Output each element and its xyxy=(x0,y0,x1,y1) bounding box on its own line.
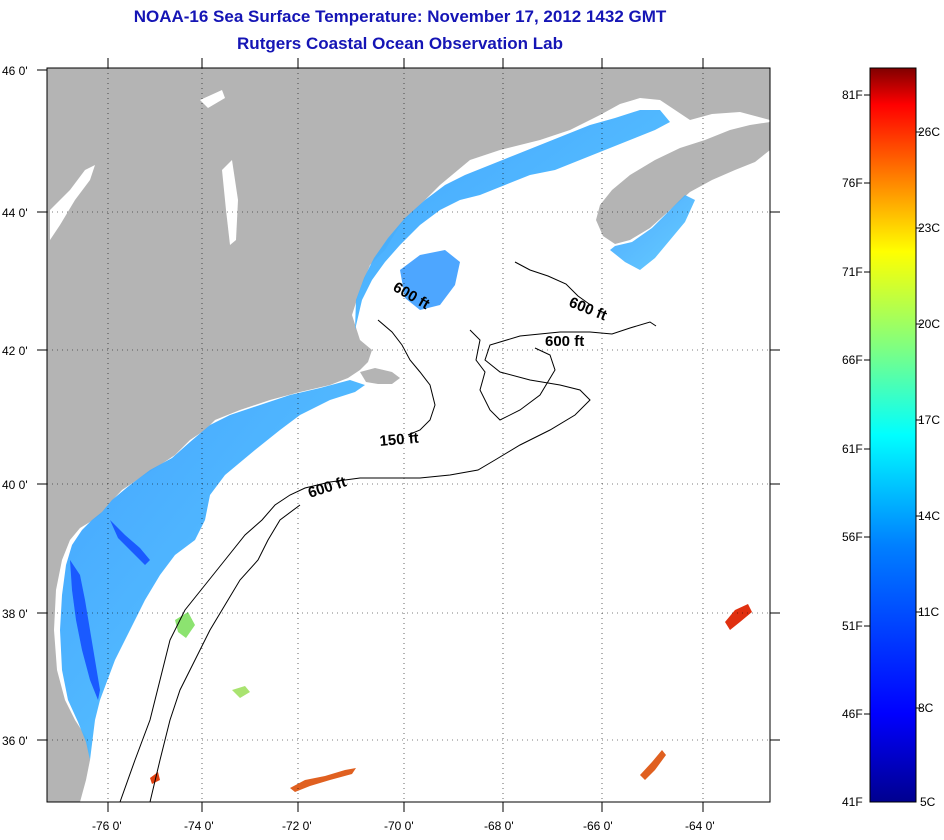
lon-label: -74 0' xyxy=(184,819,214,833)
colorbar-c-label: 20C xyxy=(918,317,940,331)
green-patch xyxy=(175,612,195,638)
map-subtitle: Rutgers Coastal Ocean Observation Lab xyxy=(237,34,563,53)
lake-1 xyxy=(200,90,225,108)
contour-label-600ft-georges: 600 ft xyxy=(545,333,584,350)
lat-label: 44 0' xyxy=(2,206,28,220)
warm-patch-southeast xyxy=(640,750,666,780)
chesapeake-bay xyxy=(70,560,100,700)
colorbar-f-label: 71F xyxy=(842,265,863,279)
lon-label: -66 0' xyxy=(583,819,613,833)
axis-ticks xyxy=(37,58,780,812)
warm-patch-sw xyxy=(150,772,160,784)
colorbar-f-label: 81F xyxy=(842,88,863,102)
sst-offshore-patch xyxy=(400,250,460,310)
map-area: 600 ft 600 ft 600 ft 150 ft 600 ft xyxy=(47,68,770,802)
colorbar-c-label: 26C xyxy=(918,125,940,139)
colorbar-f-label: 51F xyxy=(842,619,863,633)
colorbar: 81F 76F 71F 66F 61F 56F 51F 46F 41F 26C … xyxy=(842,67,940,809)
sst-nova-scotia-band xyxy=(610,195,695,270)
colorbar-f-label: 56F xyxy=(842,530,863,544)
land-cape-cod xyxy=(360,368,400,384)
lat-label: 40 0' xyxy=(2,478,28,492)
sst-coastal-band xyxy=(60,380,365,760)
lon-label: -76 0' xyxy=(92,819,122,833)
lat-label: 46 0' xyxy=(2,64,28,78)
colorbar-f-label: 76F xyxy=(842,176,863,190)
delaware-bay xyxy=(110,520,150,565)
colorbar-f-label: 46F xyxy=(842,707,863,721)
warm-patch-south xyxy=(290,768,356,792)
green-patch-2 xyxy=(232,686,250,698)
bathymetry-contours xyxy=(119,261,657,802)
land-mainland xyxy=(47,68,770,802)
lat-label: 36 0' xyxy=(2,734,28,748)
lake-champlain xyxy=(222,160,238,245)
colorbar-c-label: 8C xyxy=(918,701,934,715)
map-frame xyxy=(46,67,771,803)
lon-label: -68 0' xyxy=(484,819,514,833)
graticule xyxy=(47,68,770,802)
colorbar-c-label: 14C xyxy=(918,509,940,523)
colorbar-c-label: 23C xyxy=(918,221,940,235)
warm-patch-east xyxy=(725,604,752,630)
sst-gulf-of-maine-band xyxy=(355,110,670,330)
lake-2 xyxy=(50,165,95,240)
colorbar-f-label: 61F xyxy=(842,442,863,456)
colorbar-c-label: 11C xyxy=(918,605,939,619)
lon-label: -72 0' xyxy=(282,819,312,833)
colorbar-c-label: 17C xyxy=(918,413,940,427)
map-title: NOAA-16 Sea Surface Temperature: Novembe… xyxy=(133,7,667,26)
colorbar-c-label: 5C xyxy=(920,795,936,809)
land-nova-scotia xyxy=(596,122,770,244)
colorbar-f-label: 41F xyxy=(842,795,863,809)
lon-label: -70 0' xyxy=(384,819,414,833)
lat-label: 42 0' xyxy=(2,344,28,358)
contour-label-150ft: 150 ft xyxy=(379,430,420,450)
colorbar-f-label: 66F xyxy=(842,353,863,367)
lon-label: -64 0' xyxy=(685,819,715,833)
lat-label: 38 0' xyxy=(2,607,28,621)
